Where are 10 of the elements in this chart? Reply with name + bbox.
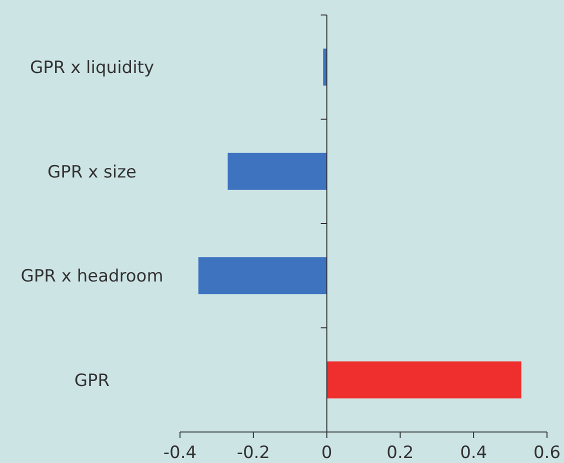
- x-tick-label: -0.4: [163, 443, 197, 463]
- x-tick-label: 0.2: [386, 443, 414, 463]
- x-tick-label: 0.6: [533, 443, 561, 463]
- y-tick-label: GPR: [74, 370, 110, 391]
- y-tick-label: GPR x size: [47, 162, 137, 182]
- x-tick-label: 0.4: [460, 443, 488, 463]
- y-tick-label: GPR x headroom: [20, 266, 164, 287]
- y-tick-label: GPR x liquidity: [30, 58, 154, 78]
- x-tick-label: -0.2: [236, 443, 270, 463]
- x-tick-label: 0: [321, 443, 332, 463]
